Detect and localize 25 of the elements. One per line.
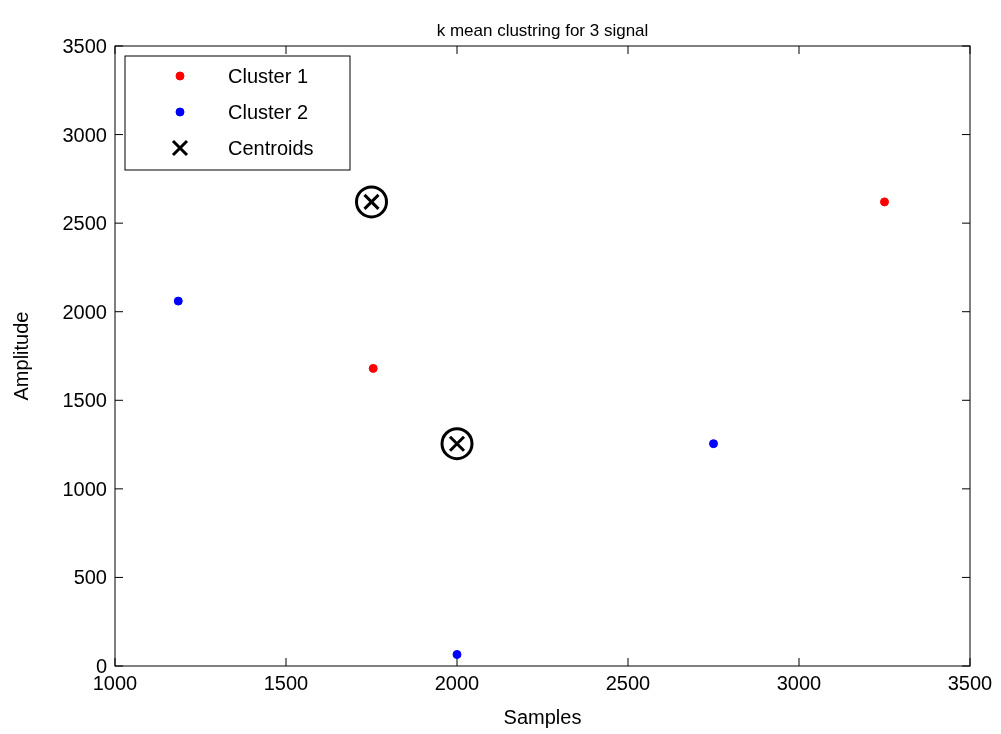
x-tick-label: 2500 [605,672,651,694]
point [880,197,889,207]
legend-label: Cluster 1 [228,65,309,87]
x-axis-title: Samples [503,706,582,728]
point [173,296,183,306]
point [709,439,718,449]
legend-label: Cluster 2 [228,101,309,123]
point [452,649,462,659]
x-tick-label: 3000 [776,672,822,694]
chart-title: k mean clustring for 3 signal [436,21,649,40]
x-tick-label: 3500 [947,672,993,694]
y-tick-label: 2000 [62,300,107,323]
y-tick-label: 1500 [62,389,107,412]
x-tick-label: 1500 [263,672,309,694]
x-tick-label: 2000 [434,672,480,694]
y-tick-label: 1000 [62,477,107,500]
legend-label: Centroids [228,137,314,159]
point [355,185,388,219]
y-tick-label: 3500 [62,35,107,57]
y-tick-label: 2500 [62,212,107,235]
point [440,427,474,461]
y-axis-title: Amplitude [10,311,32,401]
y-tick-label: 3000 [62,123,107,146]
point [368,363,378,373]
y-tick-label: 500 [73,566,107,589]
